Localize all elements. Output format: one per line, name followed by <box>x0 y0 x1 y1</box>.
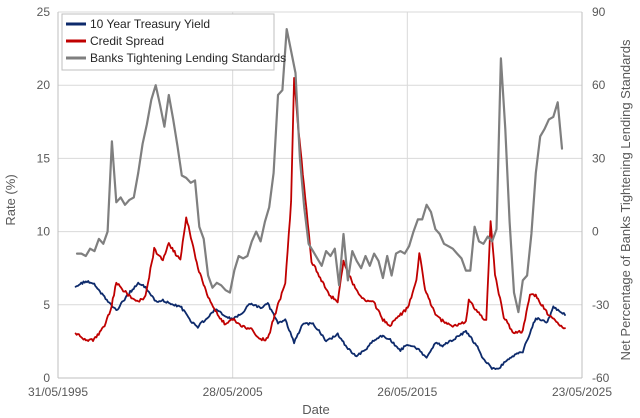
y-tick-label: 5 <box>43 298 50 312</box>
x-tick-label: 26/05/2015 <box>377 385 437 399</box>
series-lines <box>74 28 566 370</box>
legend-label-treasury: 10 Year Treasury Yield <box>90 17 210 31</box>
x-axis-title: Date <box>302 402 329 417</box>
y-tick-label: 0 <box>43 371 50 385</box>
legend-label-credit-spread: Credit Spread <box>90 34 164 48</box>
x-tick-label: 23/05/2025 <box>552 385 612 399</box>
y-tick-label: 15 <box>37 151 51 165</box>
x-tick-label: 31/05/1995 <box>28 385 88 399</box>
y-tick-label: 20 <box>37 78 51 92</box>
series-credit-spread <box>74 77 566 342</box>
series-banks-tightening <box>75 28 564 314</box>
legend-label-banks-tightening: Banks Tightening Lending Standards <box>90 51 286 65</box>
x-tick-label: 28/05/2005 <box>203 385 263 399</box>
y2-tick-label: -60 <box>592 371 610 385</box>
y2-tick-label: 30 <box>592 151 606 165</box>
legend: 10 Year Treasury Yield Credit Spread Ban… <box>61 13 286 71</box>
y2-tick-label: -30 <box>592 298 610 312</box>
legend-box <box>61 13 275 71</box>
axes <box>57 12 583 379</box>
y2-axis-title: Net Percentage of Banks Tightening Lendi… <box>618 39 633 360</box>
gridlines <box>58 11 582 379</box>
tick-labels: 0 5 10 15 20 25 -60 -30 0 30 60 90 31/05/1995 28/05/2… <box>28 5 612 399</box>
y2-tick-label: 90 <box>592 5 606 19</box>
series-treasury-yield <box>74 280 566 370</box>
y-tick-label: 25 <box>37 5 51 19</box>
y-axis-title: Rate (%) <box>3 174 18 225</box>
y2-tick-label: 0 <box>592 225 599 239</box>
y2-tick-label: 60 <box>592 78 606 92</box>
y-tick-label: 10 <box>37 225 51 239</box>
